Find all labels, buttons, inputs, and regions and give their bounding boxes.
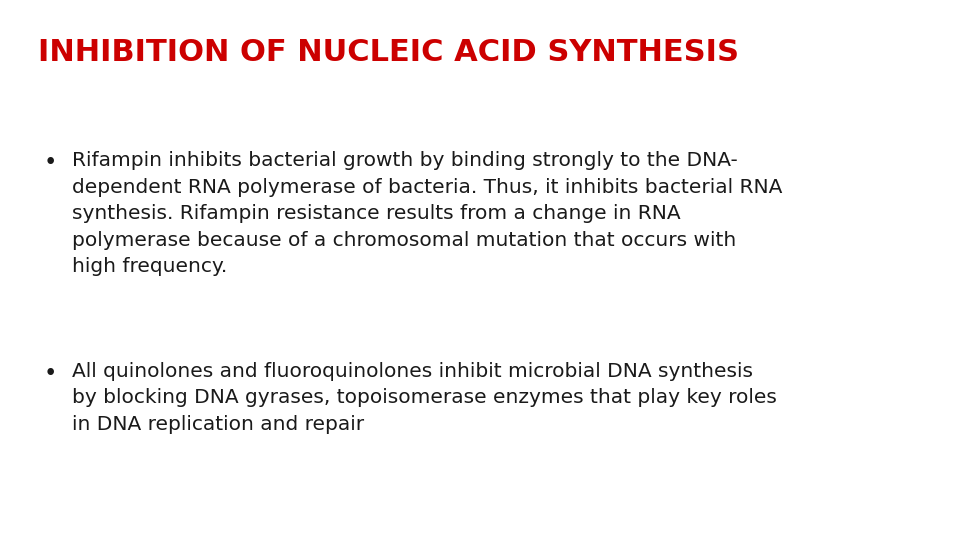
Text: •: • xyxy=(43,151,57,174)
Text: Rifampin inhibits bacterial growth by binding strongly to the DNA-
dependent RNA: Rifampin inhibits bacterial growth by bi… xyxy=(72,151,782,276)
Text: All quinolones and fluoroquinolones inhibit microbial DNA synthesis
by blocking : All quinolones and fluoroquinolones inhi… xyxy=(72,362,777,434)
Text: INHIBITION OF NUCLEIC ACID SYNTHESIS: INHIBITION OF NUCLEIC ACID SYNTHESIS xyxy=(38,38,739,67)
Text: •: • xyxy=(43,362,57,385)
